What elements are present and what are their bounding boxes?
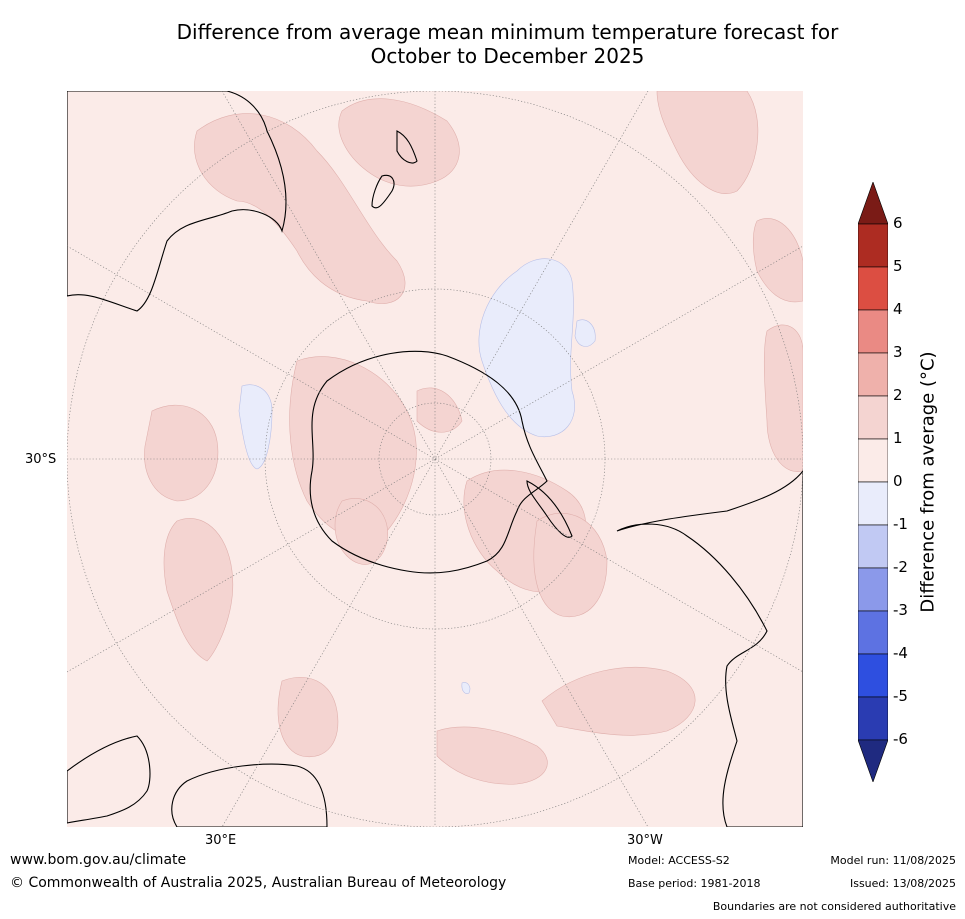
colorbar-segment-4-5 <box>858 266 888 311</box>
colorbar-segment-0-1 <box>858 438 888 483</box>
footer-disclaimer: Boundaries are not considered authoritat… <box>712 900 956 913</box>
antarctica-outline <box>309 350 548 574</box>
australia-outline <box>67 91 287 312</box>
colorbar <box>858 182 888 782</box>
anomaly-region <box>144 404 219 502</box>
lon-label-30e: 30°E <box>205 833 237 848</box>
footer-base-period: Base period: 1981-2018 <box>628 877 761 890</box>
colorbar-segment-minus5-minus4 <box>858 653 888 698</box>
colorbar-tick: -3 <box>893 601 908 619</box>
anomaly-region <box>763 324 803 472</box>
footer-url[interactable]: www.bom.gov.au/climate <box>10 852 187 868</box>
footer-model-run: Model run: 11/08/2025 <box>830 854 956 867</box>
anomaly-region <box>338 98 460 187</box>
colorbar-segment-1-2 <box>858 395 888 440</box>
latitude-circle <box>378 402 492 516</box>
colorbar-segment-minus3-minus2 <box>858 567 888 612</box>
new-zealand-outline <box>371 130 418 209</box>
anomaly-region <box>533 512 608 618</box>
anomaly-1-to-2-regions <box>144 91 803 785</box>
colorbar-segment-3-4 <box>858 309 888 354</box>
anomaly-region <box>416 387 463 433</box>
colorbar-segment-minus1-0 <box>858 481 888 526</box>
colorbar-tick: 2 <box>893 386 903 404</box>
forecast-map[interactable] <box>67 91 803 827</box>
anomaly-region <box>194 113 406 304</box>
meridian-line <box>67 245 803 673</box>
colorbar-segment-2-3 <box>858 352 888 397</box>
colorbar-segment-minus6-minus5 <box>858 696 888 741</box>
lat-label-30s: 30°S <box>25 452 57 467</box>
lon-label-30w: 30°W <box>627 833 663 848</box>
colorbar-tick: -4 <box>893 644 908 662</box>
colorbar-tick: 3 <box>893 343 903 361</box>
colorbar-tick: -1 <box>893 515 908 533</box>
colorbar-tick: -5 <box>893 687 908 705</box>
colorbar-bottom-arrow <box>858 739 888 782</box>
anomaly-region <box>436 726 548 785</box>
graticule <box>67 91 803 827</box>
anomaly-region <box>238 384 273 470</box>
colorbar-segments <box>858 223 888 741</box>
footer-copyright: © Commonwealth of Australia 2025, Austra… <box>10 875 507 891</box>
colorbar-tick: -2 <box>893 558 908 576</box>
meridian-line <box>221 91 649 827</box>
anomaly-region <box>656 91 759 194</box>
colorbar-segment-minus4-minus3 <box>858 610 888 655</box>
antarctic-peninsula-outline <box>526 480 573 538</box>
colorbar-tick: -6 <box>893 730 908 748</box>
south-america-outline <box>616 470 803 827</box>
anomaly-region <box>163 518 234 662</box>
colorbar-top-arrow <box>858 182 888 225</box>
colorbar-tick: 5 <box>893 257 903 275</box>
footer-model: Model: ACCESS-S2 <box>628 854 730 867</box>
title-line-1: Difference from average mean minimum tem… <box>176 20 839 44</box>
meridian-line <box>67 245 803 673</box>
colorbar-segment-5-6 <box>858 223 888 268</box>
africa-outline <box>67 735 328 827</box>
anomaly-region <box>277 677 339 758</box>
title-line-2: October to December 2025 <box>370 44 645 68</box>
anomaly-region <box>752 218 803 303</box>
meridian-line <box>221 91 649 827</box>
chart-title: Difference from average mean minimum tem… <box>60 20 955 68</box>
colorbar-tick: 4 <box>893 300 903 318</box>
anomaly-region <box>461 682 471 694</box>
colorbar-tick: 0 <box>893 472 903 490</box>
colorbar-segment-minus2-minus1 <box>858 524 888 569</box>
colorbar-tick: 1 <box>893 429 903 447</box>
anomaly-region <box>541 666 696 736</box>
colorbar-tick: 6 <box>893 214 903 232</box>
anomaly-region <box>574 319 596 347</box>
footer-issued: Issued: 13/08/2025 <box>849 877 956 890</box>
colorbar-title: Difference from average (°C) <box>917 351 939 613</box>
